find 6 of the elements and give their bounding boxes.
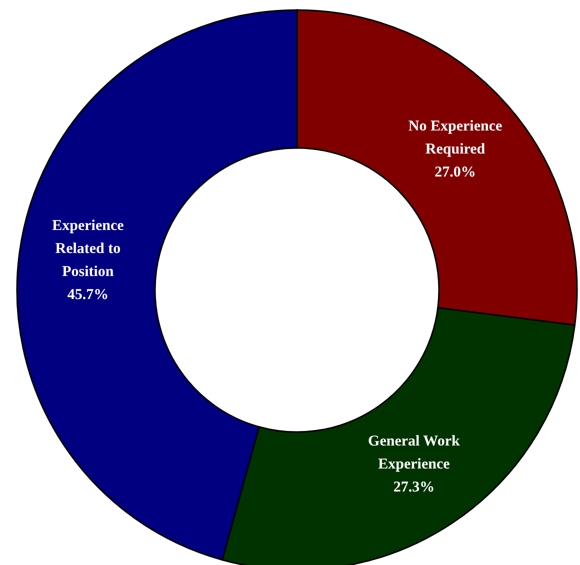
slice-label: General Work Experience: [368, 434, 461, 474]
data-label: 27.0%: [434, 164, 476, 181]
slice-label: No Experience Required: [408, 118, 502, 158]
data-label: 45.7%: [67, 288, 109, 304]
slice-label: Experience Related to Position: [52, 218, 124, 281]
data-label: 27.3%: [393, 480, 435, 496]
